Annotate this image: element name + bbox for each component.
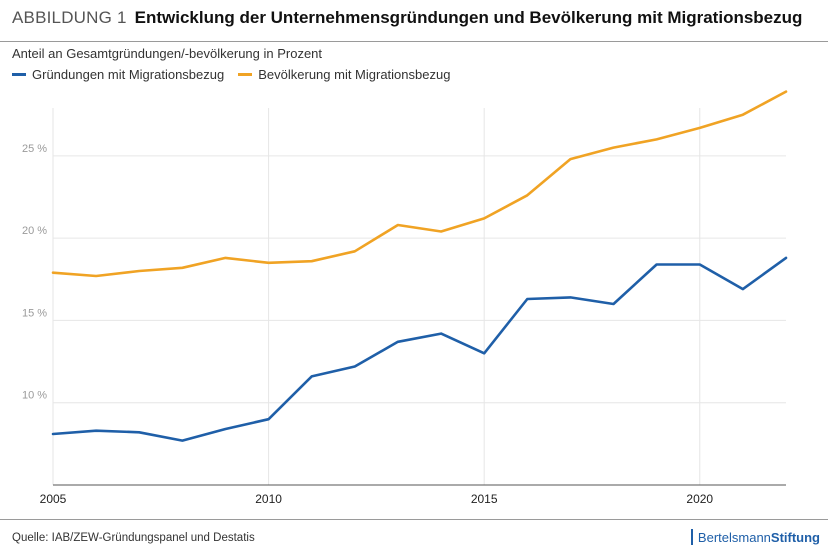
logo-text-part2: Stiftung: [770, 529, 820, 545]
footer-rule: [0, 519, 828, 520]
series-line-founders: [51, 256, 788, 442]
y-tick-label: 25 %: [22, 143, 47, 155]
legend-label-founders: Gründungen mit Migrationsbezug: [32, 67, 225, 82]
chart-legend: Gründungen mit Migrationsbezug Bevölkeru…: [12, 67, 464, 82]
figure-label: ABBILDUNG 1: [12, 8, 127, 27]
figure-header: ABBILDUNG 1 Entwicklung der Unternehmensg…: [12, 8, 802, 28]
source-note: Quelle: IAB/ZEW-Gründungspanel und Desta…: [12, 532, 255, 544]
x-tick-label: 2010: [255, 492, 282, 506]
chart-title: Entwicklung der Unternehmensgründungen u…: [134, 8, 803, 27]
x-tick-label: 2020: [686, 492, 713, 506]
legend-swatch-founders: [12, 73, 26, 76]
logo-text-part1: Bertelsmann: [697, 529, 771, 545]
header-rule: [0, 41, 828, 42]
bertelsmann-logo: Bertelsmann Stiftung: [690, 529, 820, 545]
series-line-population: [51, 90, 788, 278]
y-tick-label: 10 %: [22, 390, 47, 402]
chart-subtitle: Anteil an Gesamtgründungen/-bevölkerung …: [12, 46, 323, 61]
y-tick-label: 15 %: [22, 307, 47, 319]
legend-swatch-population: [238, 73, 253, 76]
logo-bar: [690, 529, 693, 545]
x-tick-label: 2015: [471, 492, 498, 506]
legend-label-population: Bevölkerung mit Migrationsbezug: [258, 67, 451, 82]
y-tick-label: 20 %: [22, 225, 47, 237]
legend-item-population: Bevölkerung mit Migrationsbezug: [238, 67, 450, 82]
x-tick-label: 2005: [40, 492, 67, 506]
legend-item-founders: Gründungen mit Migrationsbezug: [12, 67, 224, 82]
